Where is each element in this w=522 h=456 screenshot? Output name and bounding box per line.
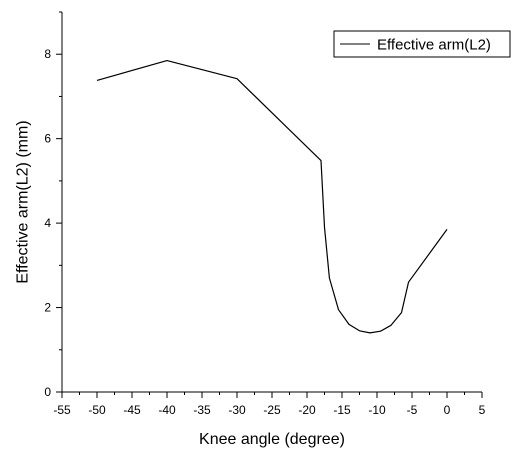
y-tick-label: 8 — [44, 47, 51, 61]
x-tick-label: -45 — [123, 403, 141, 417]
x-tick-label: 5 — [479, 403, 486, 417]
x-tick-label: -55 — [53, 403, 71, 417]
x-tick-label: -40 — [158, 403, 176, 417]
y-axis-title: Effective arm(L2) (mm) — [15, 120, 32, 283]
legend: Effective arm(L2) — [333, 30, 511, 58]
x-tick-label: 0 — [444, 403, 451, 417]
legend-label: Effective arm(L2) — [377, 37, 491, 54]
x-axis-ticks: -55 -50 -45 -40 -35 -30 -25 -20 -15 -10 -5 0 5 — [53, 392, 486, 417]
series-line — [96, 59, 448, 334]
x-tick-label: -35 — [193, 403, 211, 417]
x-tick-label: -25 — [263, 403, 281, 417]
x-tick-label: -10 — [368, 403, 386, 417]
y-tick-label: 0 — [44, 385, 51, 399]
y-axis-ticks: 0 2 4 6 8 — [44, 11, 62, 399]
x-tick-label: -20 — [298, 403, 316, 417]
x-axis-title: Knee angle (degree) — [199, 431, 345, 448]
x-tick-label: -15 — [333, 403, 351, 417]
y-tick-label: 4 — [44, 216, 51, 230]
series-layer — [96, 59, 448, 334]
y-tick-label: 2 — [44, 301, 51, 315]
plot-axes — [61, 12, 482, 393]
x-tick-label: -30 — [228, 403, 246, 417]
y-tick-label: 6 — [44, 132, 51, 146]
x-tick-label: -50 — [88, 403, 106, 417]
x-tick-label: -5 — [407, 403, 418, 417]
